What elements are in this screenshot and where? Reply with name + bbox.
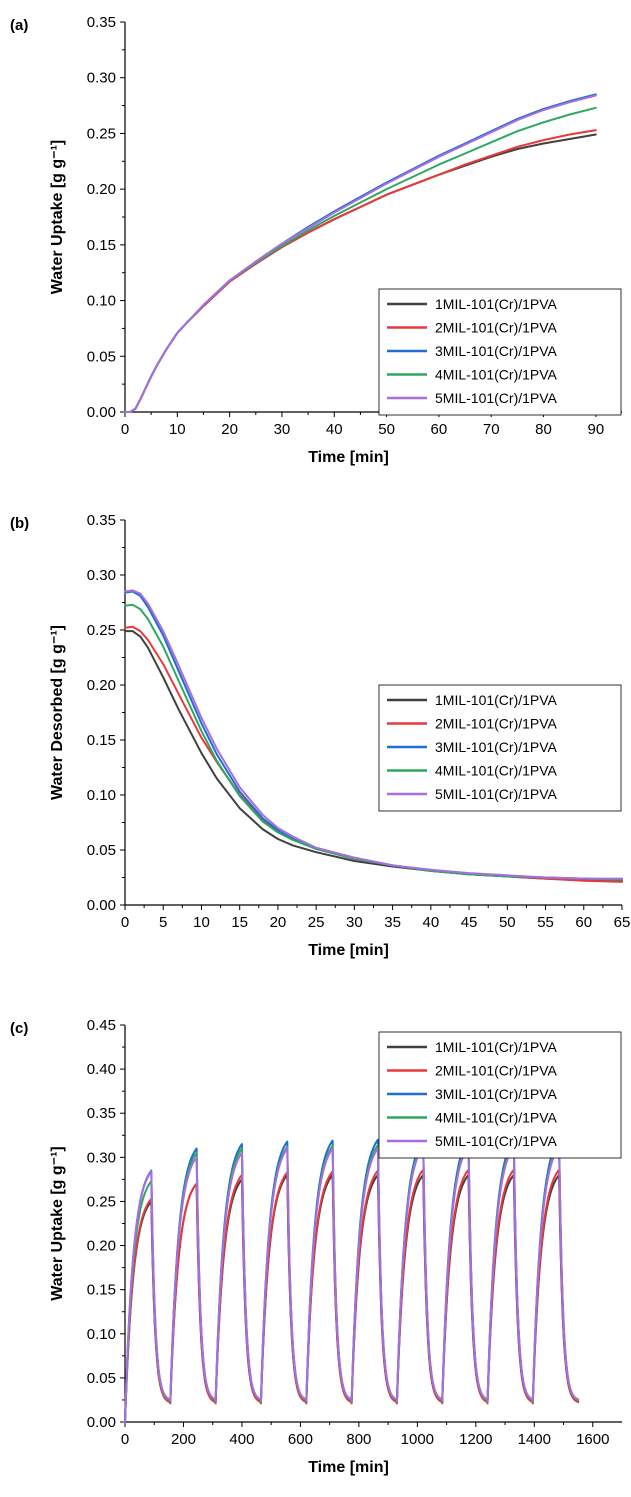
legend-label-4: 4MIL-101(Cr)/1PVA <box>435 367 558 383</box>
panel-label: (a) <box>10 17 28 34</box>
x-tick-label: 65 <box>614 914 631 931</box>
x-tick-label: 200 <box>171 1431 196 1448</box>
y-tick-label: 0.05 <box>87 1370 116 1387</box>
x-tick-label: 60 <box>575 914 592 931</box>
y-tick-label: 0.25 <box>87 125 116 142</box>
legend-label-5: 5MIL-101(Cr)/1PVA <box>435 390 558 406</box>
x-tick-label: 0 <box>121 1431 129 1448</box>
legend-label-1: 1MIL-101(Cr)/1PVA <box>435 692 558 708</box>
legend-label-5: 5MIL-101(Cr)/1PVA <box>435 1133 558 1149</box>
chart-panel-c: (c) 0.00 0.05 0.10 0.15 0.20 0.25 0.30 0.35 0.40 0… <box>10 1017 622 1476</box>
y-tick-label: 0.00 <box>87 897 116 914</box>
y-tick-label: 0.35 <box>87 512 116 529</box>
panel-label: (b) <box>10 515 29 532</box>
y-tick-label: 0.45 <box>87 1017 116 1034</box>
x-tick-label: 1400 <box>518 1431 551 1448</box>
x-tick-label: 40 <box>423 914 440 931</box>
x-axis-title: Time [min] <box>308 942 389 959</box>
x-tick-label: 10 <box>169 421 186 438</box>
x-tick-label: 1000 <box>401 1431 434 1448</box>
x-axis-title: Time [min] <box>308 449 389 466</box>
panel-label: (c) <box>10 1020 28 1037</box>
y-tick-label: 0.25 <box>87 622 116 639</box>
x-tick-label: 35 <box>384 914 401 931</box>
series-line-5 <box>124 94 597 413</box>
y-tick-label: 0.15 <box>87 237 116 254</box>
x-tick-label: 5 <box>159 914 167 931</box>
y-tick-label: 0.00 <box>87 1414 116 1431</box>
legend: 1MIL-101(Cr)/1PVA 2MIL-101(Cr)/1PVA 3MIL-1… <box>378 288 622 416</box>
y-tick-label: 0.25 <box>87 1193 116 1210</box>
y-tick-label: 0.10 <box>87 1326 116 1343</box>
legend-box <box>378 288 622 416</box>
legend-label-1: 1MIL-101(Cr)/1PVA <box>435 296 558 312</box>
legend-label-3: 3MIL-101(Cr)/1PVA <box>435 343 558 359</box>
x-tick-label: 15 <box>231 914 248 931</box>
x-axis-title: Time [min] <box>308 1459 389 1476</box>
y-tick-label: 0.35 <box>87 1105 116 1122</box>
x-tick-label: 50 <box>378 421 395 438</box>
x-tick-label: 70 <box>483 421 500 438</box>
legend-label-2: 2MIL-101(Cr)/1PVA <box>435 1063 558 1079</box>
x-tick-label: 30 <box>274 421 291 438</box>
x-tick-label: 45 <box>461 914 478 931</box>
chart-panel-b: (b) 0.00 0.05 0.10 0.15 0.20 0.25 0.30 0.35 0 5 10 1… <box>10 512 630 959</box>
x-tick-label: 80 <box>535 421 552 438</box>
x-tick-label: 30 <box>346 914 363 931</box>
legend-label-3: 3MIL-101(Cr)/1PVA <box>435 1086 558 1102</box>
x-tick-label: 400 <box>229 1431 254 1448</box>
y-tick-label: 0.20 <box>87 677 116 694</box>
legend-label-3: 3MIL-101(Cr)/1PVA <box>435 739 558 755</box>
y-tick-label: 0.05 <box>87 348 116 365</box>
x-tick-label: 800 <box>346 1431 371 1448</box>
series-line-4 <box>124 603 623 881</box>
y-axis-title: Water Uptake [g g⁻¹] <box>49 1146 66 1301</box>
y-tick-label: 0.10 <box>87 787 116 804</box>
x-tick-label: 10 <box>193 914 210 931</box>
y-tick-label: 0.30 <box>87 1149 116 1166</box>
y-tick-label: 0.00 <box>87 404 116 421</box>
y-tick-label: 0.35 <box>87 14 116 31</box>
y-tick-label: 0.15 <box>87 1282 116 1299</box>
x-tick-label: 600 <box>288 1431 313 1448</box>
legend-label-4: 4MIL-101(Cr)/1PVA <box>435 1110 558 1126</box>
y-axis-title: Water Uptake [g g⁻¹] <box>49 140 66 295</box>
legend-box <box>378 684 622 812</box>
y-tick-label: 0.30 <box>87 70 116 87</box>
y-tick-label: 0.30 <box>87 567 116 584</box>
x-tick-label: 90 <box>587 421 604 438</box>
x-tick-label: 20 <box>221 421 238 438</box>
legend-label-4: 4MIL-101(Cr)/1PVA <box>435 763 558 779</box>
series-line-5 <box>124 1145 580 1423</box>
y-tick-label: 0.20 <box>87 181 116 198</box>
y-tick-label: 0.20 <box>87 1238 116 1255</box>
x-tick-label: 0 <box>121 421 129 438</box>
legend: 1MIL-101(Cr)/1PVA 2MIL-101(Cr)/1PVA 3MIL-1… <box>378 1031 622 1159</box>
legend-label-5: 5MIL-101(Cr)/1PVA <box>435 786 558 802</box>
x-tick-label: 20 <box>270 914 287 931</box>
y-tick-label: 0.40 <box>87 1061 116 1078</box>
legend-label-2: 2MIL-101(Cr)/1PVA <box>435 716 558 732</box>
series-line-5 <box>124 589 623 880</box>
y-axis-title: Water Desorbed [g g⁻¹] <box>49 625 66 800</box>
chart-panel-a: (a) 0.00 0.05 0.10 0.15 0.20 0.25 0.30 0.35 0 10 20… <box>10 14 622 466</box>
x-tick-label: 60 <box>431 421 448 438</box>
x-tick-label: 40 <box>326 421 343 438</box>
y-tick-label: 0.15 <box>87 732 116 749</box>
legend-label-1: 1MIL-101(Cr)/1PVA <box>435 1039 558 1055</box>
x-tick-label: 0 <box>121 914 129 931</box>
x-tick-label: 25 <box>308 914 325 931</box>
y-tick-label: 0.05 <box>87 842 116 859</box>
x-tick-label: 1600 <box>576 1431 609 1448</box>
x-tick-label: 50 <box>499 914 516 931</box>
x-tick-label: 1200 <box>459 1431 492 1448</box>
x-tick-label: 55 <box>537 914 554 931</box>
legend-label-2: 2MIL-101(Cr)/1PVA <box>435 320 558 336</box>
legend: 1MIL-101(Cr)/1PVA 2MIL-101(Cr)/1PVA 3MIL-1… <box>378 684 622 812</box>
y-tick-label: 0.10 <box>87 293 116 310</box>
